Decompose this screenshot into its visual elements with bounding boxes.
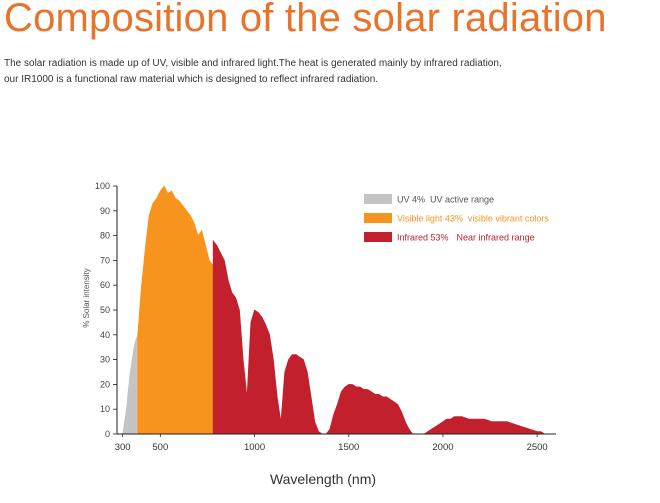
page-title: Composition of the solar radiation — [4, 0, 607, 40]
chart-legend: UV 4% UV active range Visible light 43% vis… — [364, 194, 549, 243]
page-description: The solar radiation is made up of UV, vi… — [4, 56, 654, 88]
legend-series-description: UV active range — [430, 195, 494, 205]
x-tick-label: 1500 — [338, 442, 359, 453]
y-axis-label: % Solar intensity — [82, 268, 91, 328]
description-line-1: The solar radiation is made up of UV, vi… — [4, 58, 502, 69]
y-tick-label: 70 — [100, 255, 110, 265]
legend-swatch — [364, 213, 392, 223]
y-tick-label: 0 — [105, 429, 110, 439]
x-tick-label: 500 — [152, 442, 168, 453]
y-tick-label: 10 — [100, 404, 110, 414]
legend-swatch — [364, 194, 392, 204]
y-tick-label: 60 — [100, 280, 110, 290]
y-ticks: 0 10 20 30 40 50 60 70 80 90 100 — [95, 181, 117, 439]
legend-series-name: UV 4% — [397, 195, 425, 205]
x-tick-label: 300 — [115, 442, 131, 453]
y-tick-label: 80 — [100, 231, 110, 241]
y-tick-label: 30 — [100, 355, 110, 365]
x-tick-label: 1000 — [244, 442, 265, 453]
legend-swatch — [364, 232, 392, 242]
series-area-1 — [137, 185, 214, 435]
legend-series-name: Infrared 53% — [397, 233, 449, 243]
y-tick-label: 90 — [100, 206, 110, 216]
y-tick-label: 20 — [100, 379, 110, 389]
chart-areas — [122, 185, 546, 435]
legend-series-description: Near infrared range — [457, 233, 535, 243]
legend-series-description: visible vibrant colors — [468, 214, 550, 224]
y-tick-label: 100 — [95, 181, 110, 191]
legend-label: Infrared 53% Near infrared range — [397, 233, 535, 243]
description-line-2: our IR1000 is a functional raw material … — [4, 74, 379, 85]
series-area-0 — [122, 334, 138, 435]
legend-label: UV 4% UV active range — [397, 195, 494, 205]
series-area-2 — [212, 239, 546, 435]
x-ticks: 300 500 1000 1500 2000 2500 — [115, 434, 548, 453]
x-axis-label: Wavelength (nm) — [270, 471, 376, 487]
x-tick-label: 2500 — [527, 442, 548, 453]
y-tick-label: 50 — [100, 305, 110, 315]
legend-label: Visible light 43% visible vibrant colors — [397, 214, 549, 224]
y-tick-label: 40 — [100, 330, 110, 340]
legend-series-name: Visible light 43% — [397, 214, 463, 224]
x-tick-label: 2000 — [432, 442, 453, 453]
